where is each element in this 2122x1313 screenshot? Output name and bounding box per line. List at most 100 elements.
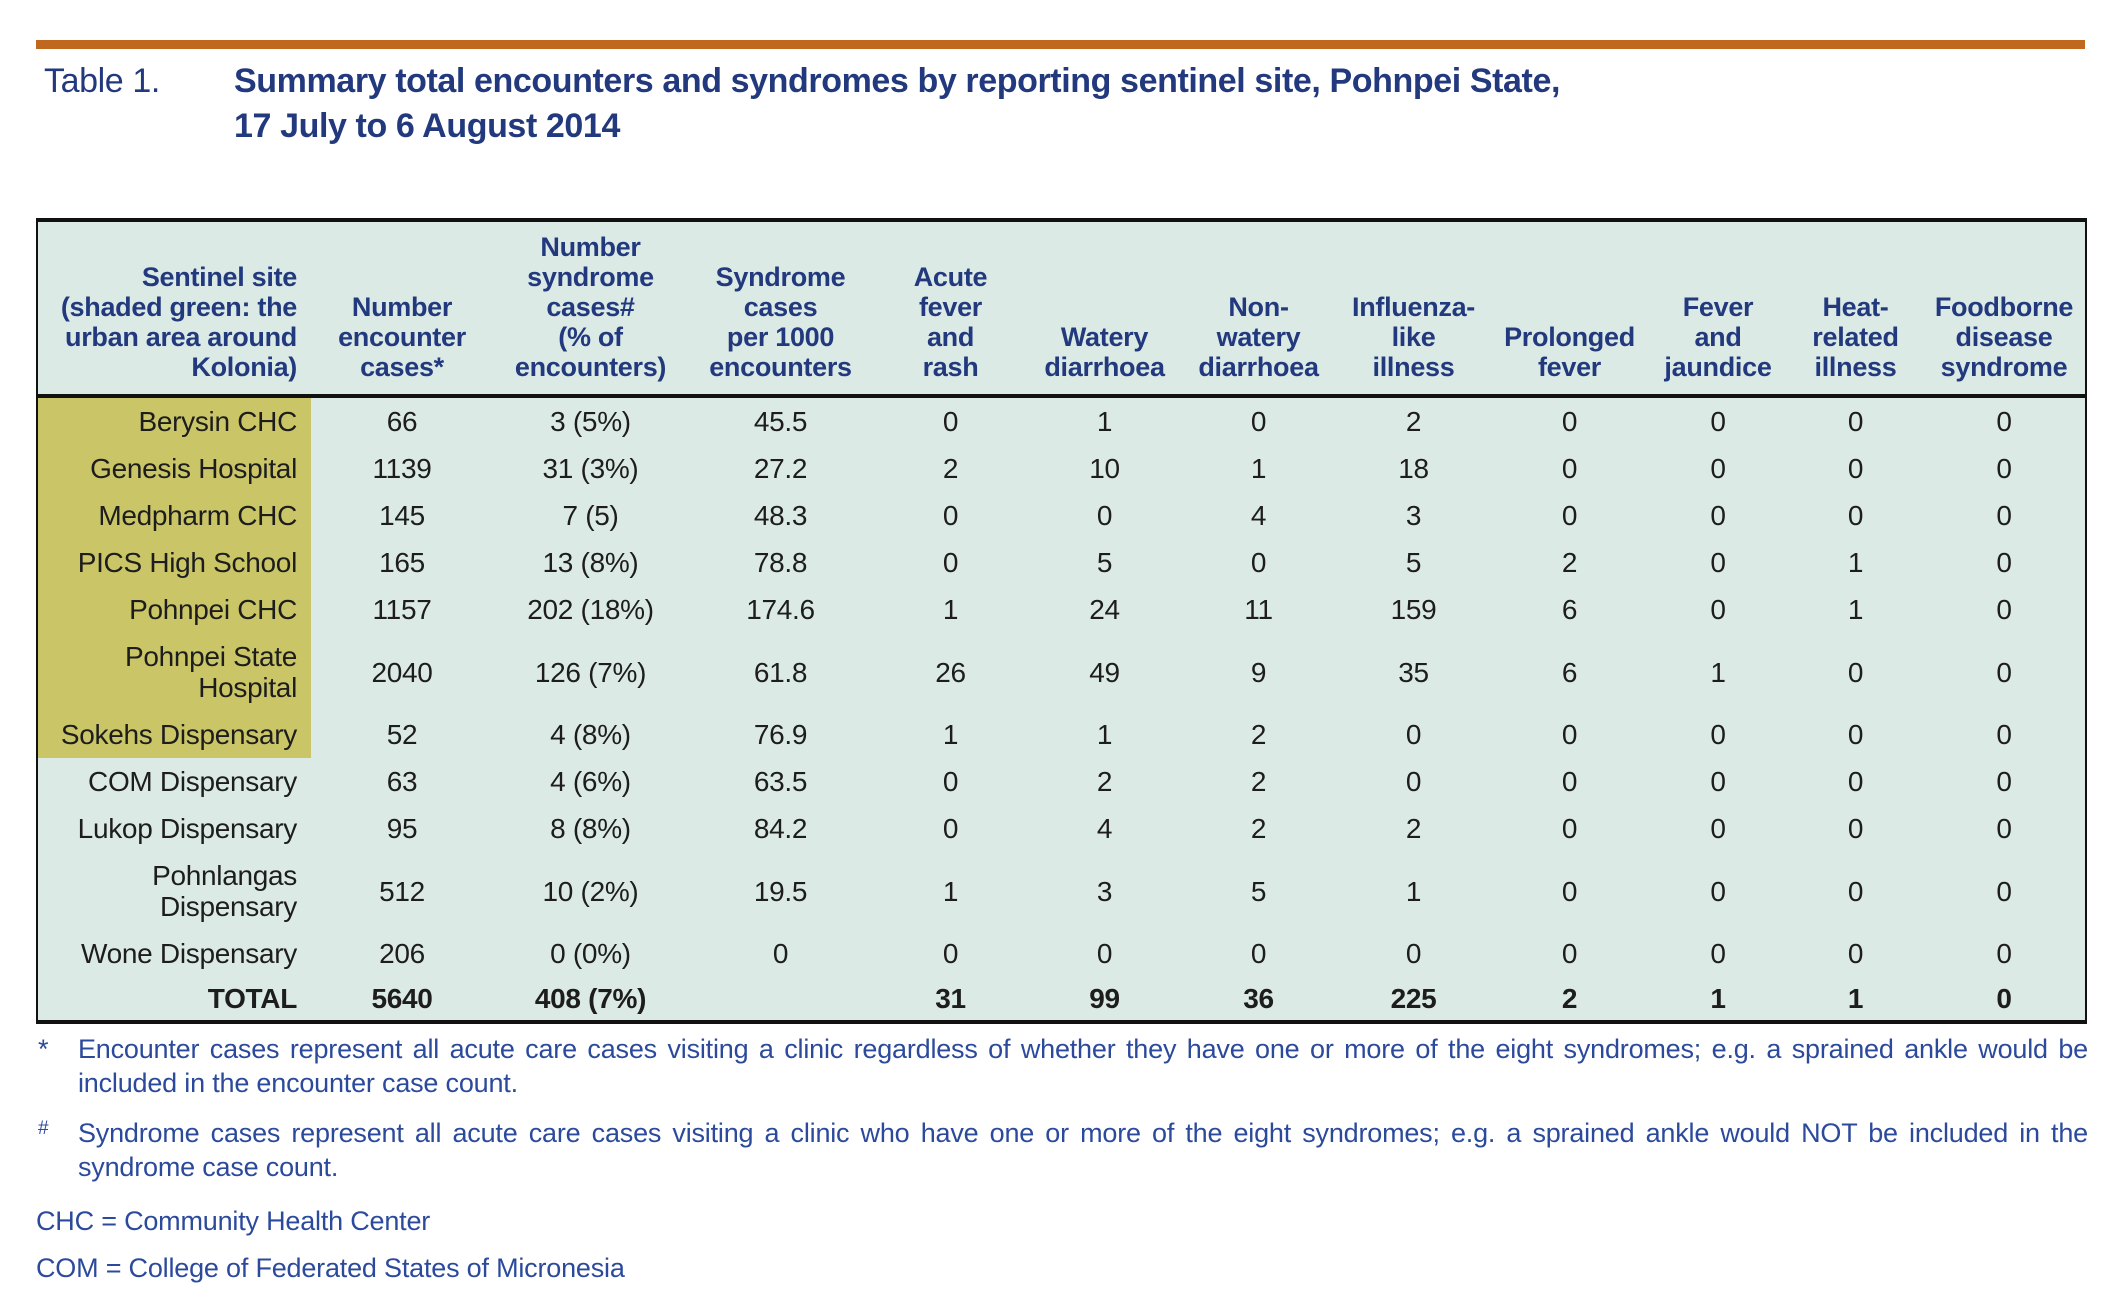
- value-cell: 1: [942, 594, 959, 625]
- site-cell: Wone Dispensary: [81, 938, 297, 969]
- value-cell: 26: [935, 656, 966, 688]
- value-cell: 8 (8%): [550, 813, 631, 844]
- value-cell: 0: [1710, 453, 1726, 484]
- value-cell: 0: [1996, 453, 2012, 484]
- value-cell: 5: [1250, 875, 1267, 907]
- value-cell: 0: [1710, 406, 1726, 437]
- table-row: Berysin CHC 66 3 (5%) 45.5 0 1 0 2 0 0 0 0: [37, 396, 2086, 445]
- value-cell: 0: [1710, 500, 1726, 531]
- value-cell: 1: [1847, 594, 1864, 625]
- footnote-text: Encounter cases represent all acute care…: [78, 1034, 2088, 1098]
- site-cell: Pohnlangas Dispensary: [152, 860, 297, 922]
- value-cell: 9: [1250, 656, 1267, 688]
- value-cell: 45.5: [753, 406, 808, 437]
- value-cell: 165: [379, 547, 425, 578]
- value-cell: 0: [1847, 406, 1864, 437]
- value-cell: 2: [1561, 547, 1578, 578]
- value-cell: 95: [386, 813, 418, 844]
- column-header: Prolonged fever: [1491, 220, 1648, 398]
- value-cell: 0: [1250, 938, 1267, 969]
- value-cell: 24: [1089, 594, 1120, 625]
- value-cell: 0: [1710, 813, 1726, 844]
- column-header: Number encounter cases*: [311, 220, 493, 398]
- value-cell: 35: [1398, 656, 1429, 688]
- value-cell: 0 (0%): [550, 938, 631, 969]
- value-cell: 0: [1561, 813, 1578, 844]
- value-cell: 0: [1996, 594, 2012, 625]
- value-cell: 36: [1243, 983, 1274, 1014]
- value-cell: 126 (7%): [534, 656, 647, 688]
- value-cell: 1: [1847, 547, 1864, 578]
- value-cell: 0: [1847, 453, 1864, 484]
- value-cell: 408 (7%): [534, 983, 647, 1014]
- value-cell: 4: [1250, 500, 1267, 531]
- site-cell: Pohnpei CHC: [37, 586, 311, 633]
- value-cell: 2: [1405, 406, 1422, 437]
- table-title-text: Summary total encounters and syndromes b…: [234, 59, 1560, 149]
- value-cell: 0: [1561, 500, 1578, 531]
- value-cell: 202 (18%): [527, 594, 654, 625]
- value-cell: 0: [1847, 719, 1864, 750]
- value-cell: 0: [1710, 875, 1726, 907]
- title-line-2: 17 July to 6 August 2014: [234, 107, 620, 145]
- site-cell: COM Dispensary: [88, 766, 297, 797]
- table-row: COM Dispensary 63 4 (6%) 63.5 0 2 2 0 0 0 0 0: [37, 758, 2086, 805]
- value-cell: 99: [1089, 983, 1120, 1014]
- accent-rule: [36, 40, 2085, 49]
- value-cell: 0: [942, 547, 959, 578]
- value-cell: 2: [1250, 766, 1267, 797]
- value-cell: 0: [1710, 594, 1726, 625]
- table-row: Wone Dispensary 206 0 (0%) 0 0 0 0 0 0 0 0 0: [37, 930, 2086, 977]
- value-cell: 0: [1561, 719, 1578, 750]
- table-row: Pohnpei CHC 1157 202 (18%) 174.6 1 24 11 159 6 0 1…: [37, 586, 2086, 633]
- value-cell: 1: [1250, 453, 1267, 484]
- value-cell: 0: [1405, 938, 1422, 969]
- value-cell: 206: [379, 938, 425, 969]
- abbreviation-chc: CHC = Community Health Center: [36, 1206, 431, 1236]
- value-cell: 76.9: [753, 719, 808, 750]
- value-cell: 2: [1405, 813, 1422, 844]
- table-row: Sokehs Dispensary 52 4 (8%) 76.9 1 1 2 0 0 0 0 0: [37, 711, 2086, 758]
- site-cell: PICS High School: [37, 539, 311, 586]
- value-cell: 0: [1996, 938, 2012, 969]
- value-cell: 31: [935, 983, 966, 1014]
- value-cell: 0: [1847, 938, 1864, 969]
- value-cell: 1: [942, 719, 959, 750]
- value-cell: 225: [1390, 983, 1437, 1014]
- value-cell: 0: [1561, 875, 1578, 907]
- value-cell: 0: [1996, 656, 2012, 688]
- value-cell: 4 (6%): [550, 766, 631, 797]
- value-cell: 0: [1996, 766, 2012, 797]
- value-cell: 49: [1089, 656, 1120, 688]
- value-cell: 0: [1561, 938, 1578, 969]
- value-cell: 3: [1096, 875, 1113, 907]
- value-cell: 0: [1847, 500, 1864, 531]
- value-cell: 1: [1710, 983, 1726, 1014]
- value-cell: 0: [942, 813, 959, 844]
- value-cell: 0: [1250, 406, 1267, 437]
- value-cell: 4: [1096, 813, 1113, 844]
- value-cell: 0: [1847, 766, 1864, 797]
- value-cell: 52: [386, 719, 418, 750]
- footnote-encounter: * Encounter cases represent all acute ca…: [36, 1032, 2088, 1100]
- footnote-syndrome: # Syndrome cases represent all acute car…: [36, 1116, 2088, 1184]
- value-cell: 0: [1710, 938, 1726, 969]
- value-cell: 6: [1561, 594, 1578, 625]
- value-cell: 0: [1710, 547, 1726, 578]
- value-cell: 0: [942, 938, 959, 969]
- value-cell: 27.2: [753, 453, 808, 484]
- value-cell: 31 (3%): [542, 453, 639, 484]
- value-cell: 13 (8%): [542, 547, 639, 578]
- value-cell: 0: [1710, 719, 1726, 750]
- value-cell: 2: [942, 453, 959, 484]
- value-cell: 66: [386, 406, 418, 437]
- table-row: Medpharm CHC 145 7 (5) 48.3 0 0 4 3 0 0 0 0: [37, 492, 2086, 539]
- asterisk-marker: *: [38, 1034, 49, 1064]
- value-cell: 2: [1250, 813, 1267, 844]
- table-row: Pohnlangas Dispensary 512 10 (2%) 19.5 1 3 5 1 0…: [37, 852, 2086, 930]
- value-cell: 78.8: [753, 547, 808, 578]
- value-cell: 0: [1996, 875, 2012, 907]
- value-cell: 7 (5): [562, 500, 619, 531]
- value-cell: 0: [1996, 719, 2012, 750]
